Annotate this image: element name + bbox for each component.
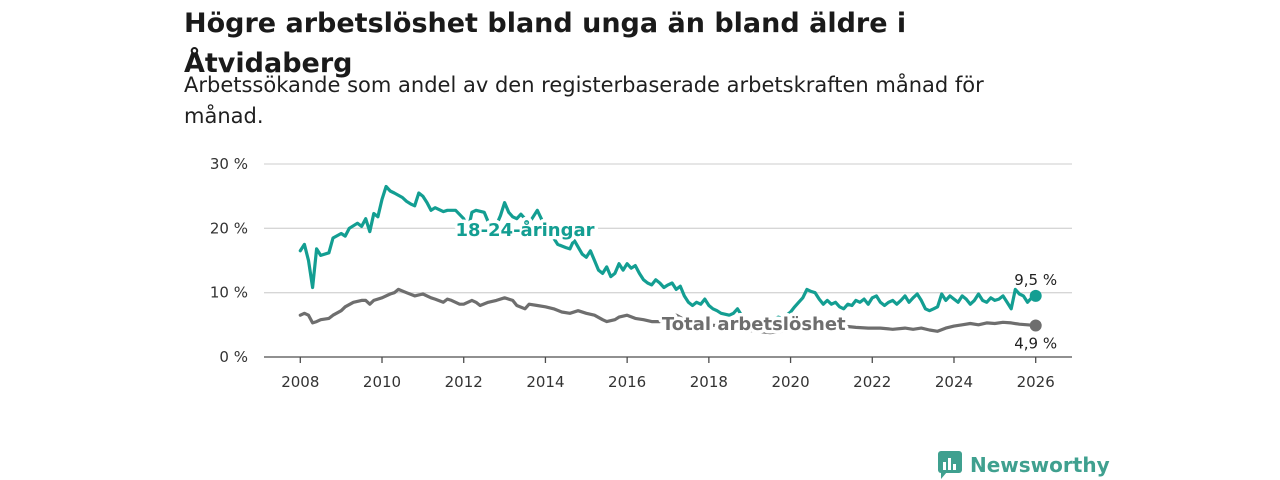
series-line-total: [298, 287, 1038, 335]
bar-chart-icon: [938, 451, 962, 479]
end-value-youth: 9,5 %: [1014, 271, 1057, 289]
chart-title: Högre arbetslöshet bland unga än bland ä…: [184, 8, 907, 79]
end-marker-youth: [1029, 289, 1042, 302]
x-tick-label: 2008: [281, 373, 319, 391]
y-tick-label: 20 %: [210, 219, 248, 237]
x-tick-label: 2014: [526, 373, 564, 391]
x-tick-label: 2012: [445, 373, 483, 391]
series-line-youth: [298, 184, 1038, 327]
brand-name: Newsworthy: [970, 453, 1110, 477]
x-tick-label: 2024: [935, 373, 973, 391]
newsworthy-logo[interactable]: Newsworthy: [937, 450, 1110, 480]
x-tick-label: 2022: [853, 373, 891, 391]
y-tick-label: 0 %: [219, 348, 248, 366]
y-tick-label: 10 %: [210, 284, 248, 302]
x-tick-label: 2018: [690, 373, 728, 391]
series-labels: 18-24-åringar Total arbetslöshet 9,5 % 4,9 …: [452, 216, 1057, 353]
end-value-total: 4,9 %: [1014, 334, 1057, 352]
series-lines: [298, 184, 1042, 335]
end-marker-total: [1029, 319, 1042, 332]
x-tick-label: 2026: [1017, 373, 1055, 391]
y-axis-ticks: 0 % 10 % 20 % 30 %: [210, 155, 248, 366]
x-axis: 2008 2010 2012 2014 2016 2018 2020 2022 2024 2026: [264, 356, 1072, 391]
chart-subtitle: Arbetssökande som andel av den registerb…: [184, 73, 984, 128]
x-tick-label: 2010: [363, 373, 401, 391]
y-tick-label: 30 %: [210, 155, 248, 173]
series-label-youth: 18-24-åringar: [456, 219, 595, 241]
series-label-total: Total arbetslöshet: [662, 314, 846, 335]
x-tick-label: 2020: [771, 373, 809, 391]
x-tick-label: 2016: [608, 373, 646, 391]
gridlines: [264, 163, 1072, 294]
